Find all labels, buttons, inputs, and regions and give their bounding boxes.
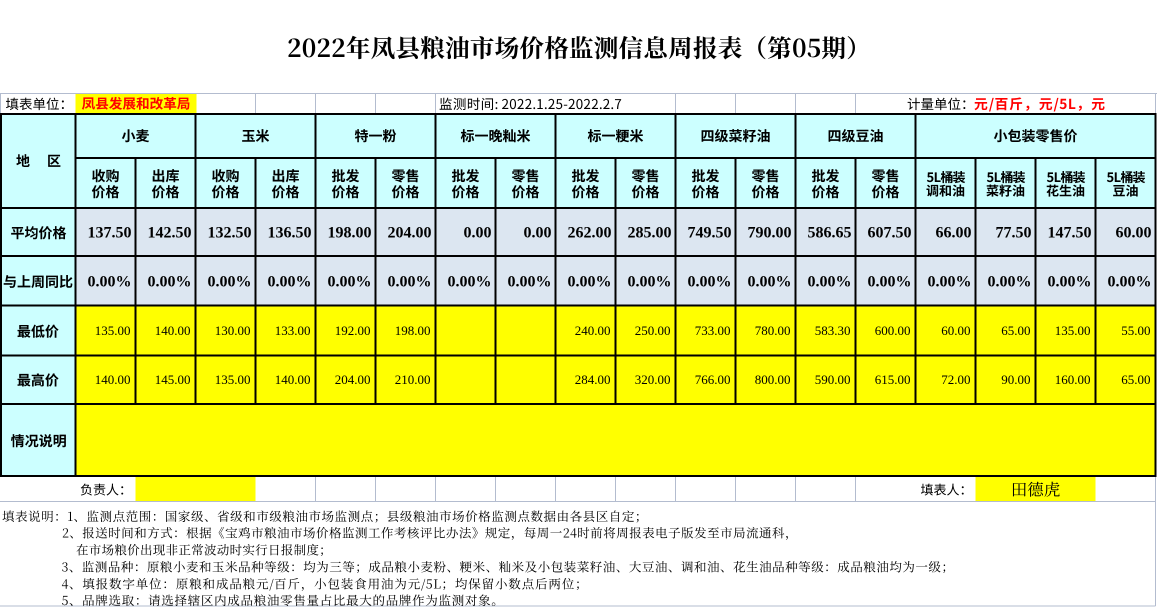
svg-text:0.00%: 0.00% (88, 274, 132, 291)
svg-text:262.00: 262.00 (568, 225, 612, 242)
svg-text:583.30: 583.30 (815, 323, 851, 338)
svg-text:135.00: 135.00 (1055, 323, 1091, 338)
svg-text:0.00%: 0.00% (928, 274, 972, 291)
svg-text:0.00: 0.00 (464, 225, 492, 242)
svg-text:766.00: 766.00 (695, 372, 731, 387)
svg-text:0.00%: 0.00% (328, 274, 372, 291)
svg-text:0.00%: 0.00% (748, 274, 792, 291)
svg-text:198.00: 198.00 (328, 225, 372, 242)
svg-text:0.00: 0.00 (524, 225, 552, 242)
svg-text:66.00: 66.00 (936, 225, 972, 242)
svg-text:90.00: 90.00 (1001, 372, 1030, 387)
svg-text:135.00: 135.00 (215, 372, 251, 387)
svg-text:800.00: 800.00 (755, 372, 791, 387)
svg-text:130.00: 130.00 (215, 323, 251, 338)
svg-text:204.00: 204.00 (335, 372, 371, 387)
svg-text:77.50: 77.50 (996, 225, 1032, 242)
svg-text:320.00: 320.00 (635, 372, 671, 387)
svg-text:586.65: 586.65 (808, 225, 852, 242)
svg-text:0.00%: 0.00% (628, 274, 672, 291)
svg-text:55.00: 55.00 (1121, 323, 1150, 338)
svg-text:780.00: 780.00 (755, 323, 791, 338)
svg-text:0.00%: 0.00% (988, 274, 1032, 291)
svg-text:615.00: 615.00 (875, 372, 911, 387)
svg-text:733.00: 733.00 (695, 323, 731, 338)
svg-text:0.00%: 0.00% (1048, 274, 1092, 291)
svg-text:145.00: 145.00 (155, 372, 191, 387)
svg-text:160.00: 160.00 (1055, 372, 1091, 387)
svg-text:0.00%: 0.00% (868, 274, 912, 291)
svg-text:140.00: 140.00 (275, 372, 311, 387)
svg-text:142.50: 142.50 (148, 225, 192, 242)
svg-text:284.00: 284.00 (575, 372, 611, 387)
svg-text:240.00: 240.00 (575, 323, 611, 338)
svg-text:0.00%: 0.00% (268, 274, 312, 291)
svg-text:0.00%: 0.00% (388, 274, 432, 291)
svg-text:0.00%: 0.00% (508, 274, 552, 291)
svg-text:65.00: 65.00 (1121, 372, 1150, 387)
svg-text:72.00: 72.00 (941, 372, 970, 387)
svg-text:133.00: 133.00 (275, 323, 311, 338)
svg-text:0.00%: 0.00% (1108, 274, 1152, 291)
svg-text:132.50: 132.50 (208, 225, 252, 242)
svg-text:607.50: 607.50 (868, 225, 912, 242)
svg-text:204.00: 204.00 (388, 225, 432, 242)
svg-text:135.00: 135.00 (95, 323, 131, 338)
svg-text:0.00%: 0.00% (448, 274, 492, 291)
svg-text:147.50: 147.50 (1048, 225, 1092, 242)
svg-text:65.00: 65.00 (1001, 323, 1030, 338)
svg-text:210.00: 210.00 (395, 372, 431, 387)
svg-text:0.00%: 0.00% (808, 274, 852, 291)
svg-text:0.00%: 0.00% (688, 274, 732, 291)
svg-text:250.00: 250.00 (635, 323, 671, 338)
svg-text:198.00: 198.00 (395, 323, 431, 338)
svg-text:140.00: 140.00 (155, 323, 191, 338)
svg-text:192.00: 192.00 (335, 323, 371, 338)
svg-text:60.00: 60.00 (941, 323, 970, 338)
svg-text:137.50: 137.50 (88, 225, 132, 242)
svg-text:60.00: 60.00 (1116, 225, 1152, 242)
svg-text:140.00: 140.00 (95, 372, 131, 387)
svg-text:0.00%: 0.00% (148, 274, 192, 291)
svg-text:136.50: 136.50 (268, 225, 312, 242)
svg-text:0.00%: 0.00% (568, 274, 612, 291)
svg-text:0.00%: 0.00% (208, 274, 252, 291)
svg-text:790.00: 790.00 (748, 225, 792, 242)
svg-text:590.00: 590.00 (815, 372, 851, 387)
svg-text:285.00: 285.00 (628, 225, 672, 242)
svg-text:749.50: 749.50 (688, 225, 732, 242)
svg-text:600.00: 600.00 (875, 323, 911, 338)
